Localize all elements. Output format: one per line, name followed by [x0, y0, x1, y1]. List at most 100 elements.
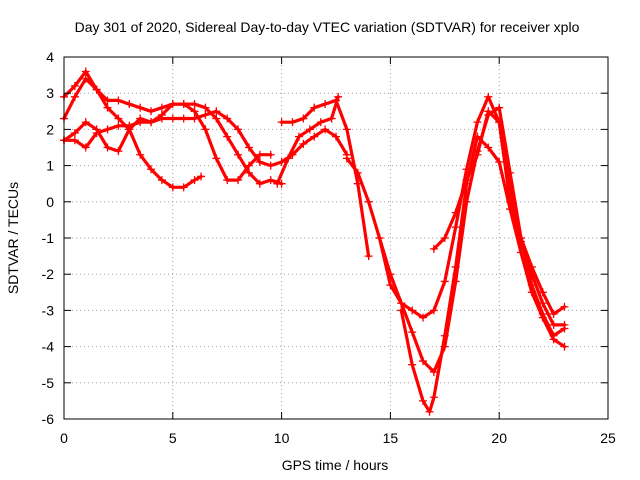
data-point: [419, 313, 428, 322]
data-point: [92, 129, 101, 138]
data-point: [81, 118, 90, 127]
data-point: [114, 114, 123, 123]
y-tick-label: -5: [42, 375, 55, 391]
data-point: [495, 103, 504, 112]
data-point: [103, 103, 112, 112]
data-point: [451, 208, 460, 217]
data-point: [440, 234, 449, 242]
x-tick-label: 10: [274, 430, 290, 446]
data-point: [70, 92, 79, 101]
x-tick-label: 5: [169, 430, 177, 446]
data-point: [549, 320, 558, 329]
data-point: [147, 107, 156, 116]
data-point: [397, 299, 406, 308]
data-point: [266, 150, 275, 159]
data-point: [305, 125, 314, 134]
data-point: [147, 118, 156, 127]
y-tick-label: -6: [42, 411, 55, 427]
data-point: [197, 172, 206, 181]
data-point: [147, 165, 156, 174]
data-point: [201, 125, 210, 134]
data-point: [342, 154, 351, 163]
data-point: [321, 100, 330, 109]
y-tick-label: 3: [46, 85, 54, 101]
data-point: [342, 125, 351, 134]
data-point: [125, 121, 134, 130]
data-point: [81, 74, 90, 83]
data-point: [419, 396, 428, 405]
data-point: [103, 96, 112, 105]
data-point: [408, 328, 417, 337]
data-point: [473, 150, 482, 159]
data-point: [440, 331, 449, 340]
data-point: [386, 270, 395, 279]
data-point: [179, 183, 188, 192]
data-point: [375, 234, 384, 242]
data-point: [255, 157, 264, 166]
series-track-d: [60, 107, 351, 170]
data-point: [284, 154, 293, 163]
data-point: [451, 223, 460, 232]
data-point: [538, 288, 547, 297]
data-point: [190, 176, 199, 185]
data-point: [223, 176, 232, 185]
data-point: [201, 103, 210, 112]
data-point: [136, 118, 145, 127]
data-point: [234, 176, 243, 185]
data-point: [277, 157, 286, 166]
data-point: [103, 143, 112, 152]
data-point: [103, 125, 112, 134]
x-tick-label: 15: [383, 430, 399, 446]
data-point: [244, 143, 253, 152]
series-track-j: [429, 107, 569, 319]
data-point: [538, 313, 547, 322]
grid-lines: [64, 57, 608, 419]
data-point: [473, 132, 482, 141]
x-tick-label: 20: [491, 430, 507, 446]
data-point: [516, 234, 525, 242]
data-point: [327, 114, 336, 123]
data-point: [364, 252, 373, 261]
y-tick-label: 1: [46, 158, 54, 174]
data-point: [157, 114, 166, 123]
chart-title: Day 301 of 2020, Sidereal Day-to-day VTE…: [75, 19, 580, 35]
data-point: [425, 407, 434, 416]
data-point: [168, 183, 177, 192]
data-point: [408, 360, 417, 369]
data-point: [190, 114, 199, 123]
data-point: [429, 306, 438, 315]
series-track-b: [60, 74, 275, 185]
data-point: [429, 367, 438, 376]
data-point: [560, 342, 569, 351]
data-point: [190, 100, 199, 109]
data-point: [353, 168, 362, 177]
data-point: [212, 154, 221, 163]
data-point: [223, 132, 232, 141]
data-point: [473, 118, 482, 127]
data-point: [560, 324, 569, 333]
data-point: [70, 81, 79, 90]
data-point: [310, 132, 319, 141]
data-point: [560, 302, 569, 311]
y-axis-label: SDTVAR / TECUs: [5, 182, 21, 294]
data-point: [70, 129, 79, 138]
data-point: [419, 357, 428, 366]
data-point: [234, 150, 243, 159]
data-point: [506, 197, 515, 206]
data-point: [81, 143, 90, 152]
data-point: [179, 100, 188, 109]
data-point: [397, 306, 406, 315]
data-point: [549, 310, 558, 319]
data-point: [234, 125, 243, 134]
y-tick-labels: -6 -5 -4 -3 -2 -1 0 1 2 3 4: [42, 49, 55, 427]
data-point: [157, 103, 166, 112]
data-point: [92, 85, 101, 94]
data-point: [244, 168, 253, 177]
data-point: [299, 139, 308, 148]
data-point: [212, 114, 221, 123]
data-series: [60, 67, 569, 416]
data-point: [114, 147, 123, 156]
x-tick-label: 0: [60, 430, 68, 446]
